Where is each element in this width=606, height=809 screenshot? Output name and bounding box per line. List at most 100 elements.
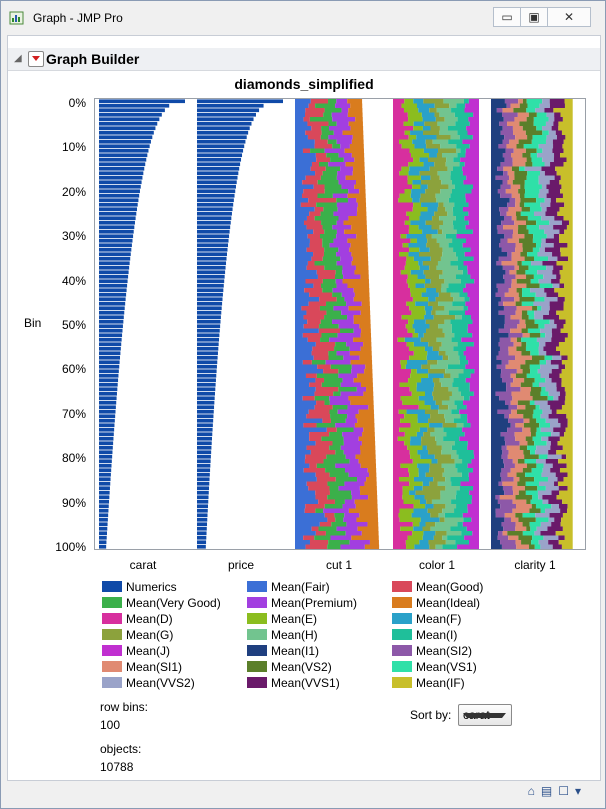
bar-segment bbox=[546, 112, 555, 117]
bar-segment bbox=[491, 333, 509, 338]
status-bar: ⌂ ▤ ☐ ▾ bbox=[7, 781, 599, 803]
bar bbox=[197, 153, 243, 158]
bar-segment bbox=[303, 423, 317, 428]
bar-segment bbox=[466, 526, 479, 531]
bar-segment bbox=[303, 189, 325, 194]
bar-segment bbox=[503, 526, 516, 531]
bar-segment bbox=[517, 405, 526, 410]
bar-segment bbox=[552, 283, 560, 288]
bar-segment bbox=[393, 328, 408, 333]
bar-segment bbox=[473, 112, 479, 117]
bar-segment bbox=[557, 297, 565, 302]
disclosure-icon[interactable]: ◢ bbox=[14, 53, 22, 64]
bar-segment bbox=[314, 396, 330, 401]
bar-segment bbox=[409, 387, 417, 392]
bar-segment bbox=[546, 292, 559, 297]
bar-segment bbox=[393, 508, 400, 513]
bar-segment bbox=[491, 495, 496, 500]
checkbox-icon[interactable]: ☐ bbox=[558, 784, 569, 798]
plot-area[interactable] bbox=[94, 98, 586, 550]
bar-segment bbox=[525, 324, 539, 329]
bar-segment bbox=[503, 166, 512, 171]
bar-segment bbox=[550, 445, 563, 450]
bar-segment bbox=[435, 531, 447, 536]
bar-segment bbox=[505, 441, 520, 446]
minimize-button[interactable]: ▭ bbox=[493, 7, 521, 27]
bar-segment bbox=[343, 157, 355, 162]
bar-segment bbox=[567, 423, 573, 428]
bar-segment bbox=[422, 481, 430, 486]
bar-segment bbox=[563, 148, 573, 153]
bar-segment bbox=[500, 184, 511, 189]
sort-by-select[interactable]: carat bbox=[458, 704, 512, 726]
close-button[interactable]: ✕ bbox=[547, 7, 591, 27]
table-icon[interactable]: ▤ bbox=[540, 784, 553, 798]
maximize-button[interactable]: ▣ bbox=[520, 7, 548, 27]
bar-segment bbox=[295, 202, 301, 207]
bar-segment bbox=[410, 373, 429, 378]
bar-segment bbox=[551, 337, 565, 342]
bar-segment bbox=[295, 148, 303, 153]
legend-swatch bbox=[102, 629, 122, 640]
bar-segment bbox=[454, 400, 464, 405]
bar-segment bbox=[453, 157, 461, 162]
bar-segment bbox=[393, 274, 408, 279]
bar-segment bbox=[472, 531, 479, 536]
menu-icon[interactable]: ▾ bbox=[574, 784, 581, 798]
bar-segment bbox=[393, 468, 409, 473]
legend-item: Mean(Good) bbox=[392, 580, 483, 594]
bar bbox=[99, 405, 116, 410]
bar-segment bbox=[336, 121, 349, 126]
bar-segment bbox=[416, 238, 428, 243]
bar-segment bbox=[319, 297, 337, 302]
red-triangle-menu-icon[interactable] bbox=[28, 51, 44, 67]
bar-segment bbox=[460, 157, 479, 162]
bar-segment bbox=[513, 490, 519, 495]
legend-label: Mean(G) bbox=[126, 628, 174, 642]
bar-segment bbox=[554, 481, 558, 486]
bar-segment bbox=[467, 324, 479, 329]
bar-segment bbox=[340, 382, 361, 387]
bar-segment bbox=[336, 198, 348, 203]
bar-segment bbox=[413, 486, 423, 491]
bar-segment bbox=[467, 463, 479, 468]
bar-segment bbox=[393, 126, 414, 131]
bar-segment bbox=[534, 477, 548, 482]
bar-segment bbox=[323, 369, 339, 374]
bar-segment bbox=[322, 418, 331, 423]
bar-segment bbox=[501, 477, 514, 482]
bar-segment bbox=[510, 423, 516, 428]
bar-segment bbox=[419, 499, 427, 504]
bar-segment bbox=[461, 315, 471, 320]
bar-segment bbox=[456, 229, 473, 234]
bar-segment bbox=[360, 346, 372, 351]
bar-segment bbox=[458, 373, 471, 378]
bar bbox=[99, 288, 127, 293]
bar-segment bbox=[552, 270, 560, 275]
bar-segment bbox=[540, 414, 549, 419]
bar-segment bbox=[512, 459, 518, 464]
graph-builder-panel: ◢ Graph Builder diamonds_simplified Bin … bbox=[7, 35, 601, 781]
bar-segment bbox=[361, 531, 379, 536]
bar-segment bbox=[439, 517, 445, 522]
bar-segment bbox=[436, 108, 452, 113]
outline-header[interactable]: ◢ Graph Builder bbox=[8, 48, 600, 71]
bar-segment bbox=[504, 490, 514, 495]
bar-segment bbox=[511, 166, 520, 171]
bar-segment bbox=[316, 477, 336, 482]
bar bbox=[197, 319, 221, 324]
legend-item: Mean(Fair) bbox=[247, 580, 330, 594]
bar-segment bbox=[532, 306, 538, 311]
outline-title: Graph Builder bbox=[46, 51, 140, 67]
bar-segment bbox=[530, 153, 538, 158]
home-icon[interactable]: ⌂ bbox=[527, 784, 535, 798]
bar-segment bbox=[504, 517, 511, 522]
bar bbox=[197, 112, 256, 117]
bar-segment bbox=[558, 486, 568, 491]
bar-segment bbox=[543, 274, 557, 279]
bar-segment bbox=[311, 162, 319, 167]
bar-segment bbox=[295, 103, 309, 108]
bar-segment bbox=[303, 535, 315, 540]
bar-segment bbox=[521, 337, 537, 342]
bar-segment bbox=[393, 166, 402, 171]
